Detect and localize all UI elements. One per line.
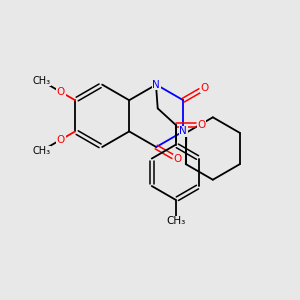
Text: N: N xyxy=(179,126,187,136)
Text: O: O xyxy=(198,120,206,130)
Text: N: N xyxy=(152,80,160,90)
Text: O: O xyxy=(57,87,65,97)
Text: CH₃: CH₃ xyxy=(32,146,50,156)
Text: CH₃: CH₃ xyxy=(166,217,185,226)
Text: CH₃: CH₃ xyxy=(32,76,50,85)
Text: O: O xyxy=(57,135,65,145)
Text: O: O xyxy=(173,154,182,164)
Text: O: O xyxy=(200,83,209,93)
